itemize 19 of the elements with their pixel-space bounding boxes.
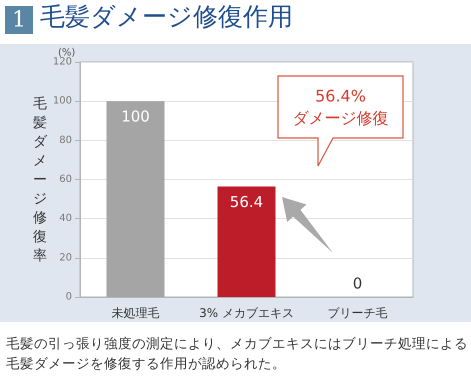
data-label: 0 (352, 274, 362, 292)
x-tick-label: 3% メカブエキス (199, 306, 294, 320)
text: 毛髪ダメージ修復率 (33, 96, 47, 264)
x-tick-label: ブリーチ毛 (328, 306, 388, 320)
y-tick-label: 40 (59, 213, 72, 224)
data-label: 56.4 (230, 193, 264, 212)
y-tick-label: 80 (59, 134, 72, 146)
data-label: 100 (121, 108, 150, 126)
y-tick-label: 0 (66, 292, 72, 302)
annotation: 56.4% ダメージ修復 (292, 86, 388, 128)
y-tick-label: 60 (59, 174, 72, 185)
y-tick-label: 120 (52, 56, 72, 68)
text: (%) (58, 48, 76, 58)
text: 毛髪の引っ張り強度の測定により、メカブエキスにはブリーチ処理による毛髪ダメージを修復する作用が認められた。 (6, 336, 468, 372)
y-tick-label: 20 (59, 252, 72, 264)
y-tick-label: 100 (52, 96, 72, 107)
text: 1 (12, 8, 26, 32)
x-tick-label: 未処理毛 (112, 306, 160, 320)
chart-title: 毛髪ダメージ修復作用 (40, 2, 293, 31)
